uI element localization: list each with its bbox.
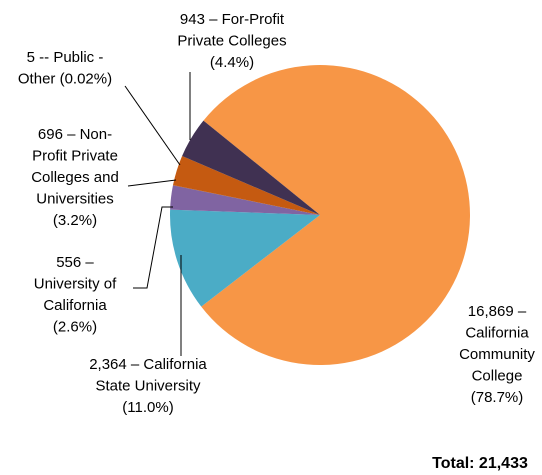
slice-label: Profit Private xyxy=(32,147,118,164)
slice-label: (3.2%) xyxy=(53,212,97,229)
total-label: Total: 21,433 xyxy=(432,455,528,472)
slice-label: 5 -- Public - xyxy=(27,49,104,66)
pie-slice xyxy=(170,209,320,307)
pie-slice xyxy=(182,120,320,215)
slice-label: (4.4%) xyxy=(210,54,254,71)
slice-label: (78.7%) xyxy=(471,389,524,406)
slice-label: (2.6%) xyxy=(53,318,97,335)
slice-label: State University xyxy=(95,377,201,394)
pie-slice xyxy=(172,185,320,215)
slice-label: California xyxy=(465,324,529,341)
slice-label: 696 – Non- xyxy=(38,126,112,143)
slice-label: Colleges and xyxy=(31,169,119,186)
slice-label: 2,364 – California xyxy=(89,356,207,373)
slice-label: Universities xyxy=(36,190,114,207)
leader-line xyxy=(124,85,181,166)
slice-label: University of xyxy=(34,275,117,292)
slice-label: College xyxy=(472,367,523,384)
slice-label: 556 – xyxy=(56,254,94,271)
leader-line xyxy=(133,206,173,289)
slice-label: Private Colleges xyxy=(177,32,286,49)
slice-label: Community xyxy=(459,346,535,363)
slice-label: Other (0.02%) xyxy=(18,70,112,87)
pie-slice xyxy=(170,185,320,215)
slice-label: California xyxy=(43,297,107,314)
pie-slice xyxy=(201,64,471,365)
slice-label: 16,869 – xyxy=(468,303,527,320)
slice-label: 943 – For-Profit xyxy=(180,11,285,28)
leader-line xyxy=(127,179,177,187)
pie-slice xyxy=(172,156,320,215)
slice-label: (11.0%) xyxy=(122,399,173,416)
